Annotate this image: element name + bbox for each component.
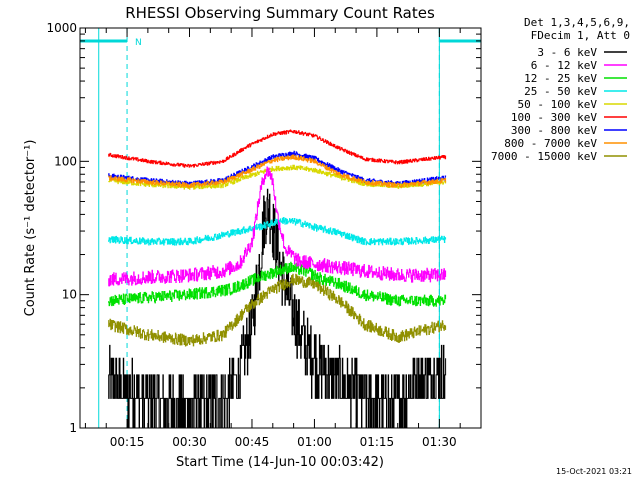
series-line bbox=[108, 129, 447, 168]
series-line bbox=[108, 166, 447, 287]
legend-label: 3 - 6 keV bbox=[537, 46, 597, 59]
x-tick-label: 00:45 bbox=[235, 435, 270, 449]
y-axis-label: Count Rate (s⁻¹ detector⁻¹) bbox=[23, 140, 38, 317]
chart-title: RHESSI Observing Summary Count Rates bbox=[125, 4, 435, 22]
y-tick-label: 1 bbox=[69, 421, 77, 435]
legend-label: 300 - 800 keV bbox=[511, 124, 597, 137]
night-label: N bbox=[135, 38, 142, 48]
legend-header-line-1: Det 1,3,4,5,6,9, bbox=[524, 16, 630, 29]
series-line bbox=[108, 188, 447, 428]
x-tick-label: 01:00 bbox=[297, 435, 332, 449]
legend-header-line-2: FDecim 1, Att 0 bbox=[531, 29, 630, 42]
series-line bbox=[108, 261, 447, 307]
series-line bbox=[108, 273, 447, 347]
x-tick-label: 01:30 bbox=[422, 435, 457, 449]
x-tick-label: 00:15 bbox=[110, 435, 145, 449]
legend-label: 6 - 12 keV bbox=[531, 59, 598, 72]
legend-label: 50 - 100 keV bbox=[518, 98, 598, 111]
series-line bbox=[108, 217, 447, 246]
legend-header: Det 1,3,4,5,6,9, FDecim 1, Att 0 bbox=[524, 16, 630, 42]
series-layer bbox=[108, 129, 447, 428]
x-tick-label: 00:30 bbox=[172, 435, 207, 449]
legend-label: 25 - 50 keV bbox=[524, 85, 597, 98]
x-tick-label: 01:15 bbox=[360, 435, 395, 449]
legend-label: 12 - 25 keV bbox=[524, 72, 597, 85]
plot-frame bbox=[79, 27, 482, 429]
series-line bbox=[108, 154, 447, 189]
footer-timestamp: 15-Oct-2021 03:21 bbox=[556, 467, 632, 476]
y-tick-label: 10 bbox=[62, 288, 77, 302]
axes: 1 10 100 1000 00:15 00:30 00:45 01:00 01:15 01:30 bbox=[46, 21, 481, 449]
y-tick-label: 1000 bbox=[46, 21, 77, 35]
y-tick-label: 100 bbox=[54, 154, 77, 168]
legend-label: 7000 - 15000 keV bbox=[491, 150, 597, 163]
legend-label: 100 - 300 keV bbox=[511, 111, 597, 124]
legend-label: 800 - 7000 keV bbox=[504, 137, 597, 150]
x-axis-label: Start Time (14-Jun-10 00:03:42) bbox=[176, 455, 384, 470]
